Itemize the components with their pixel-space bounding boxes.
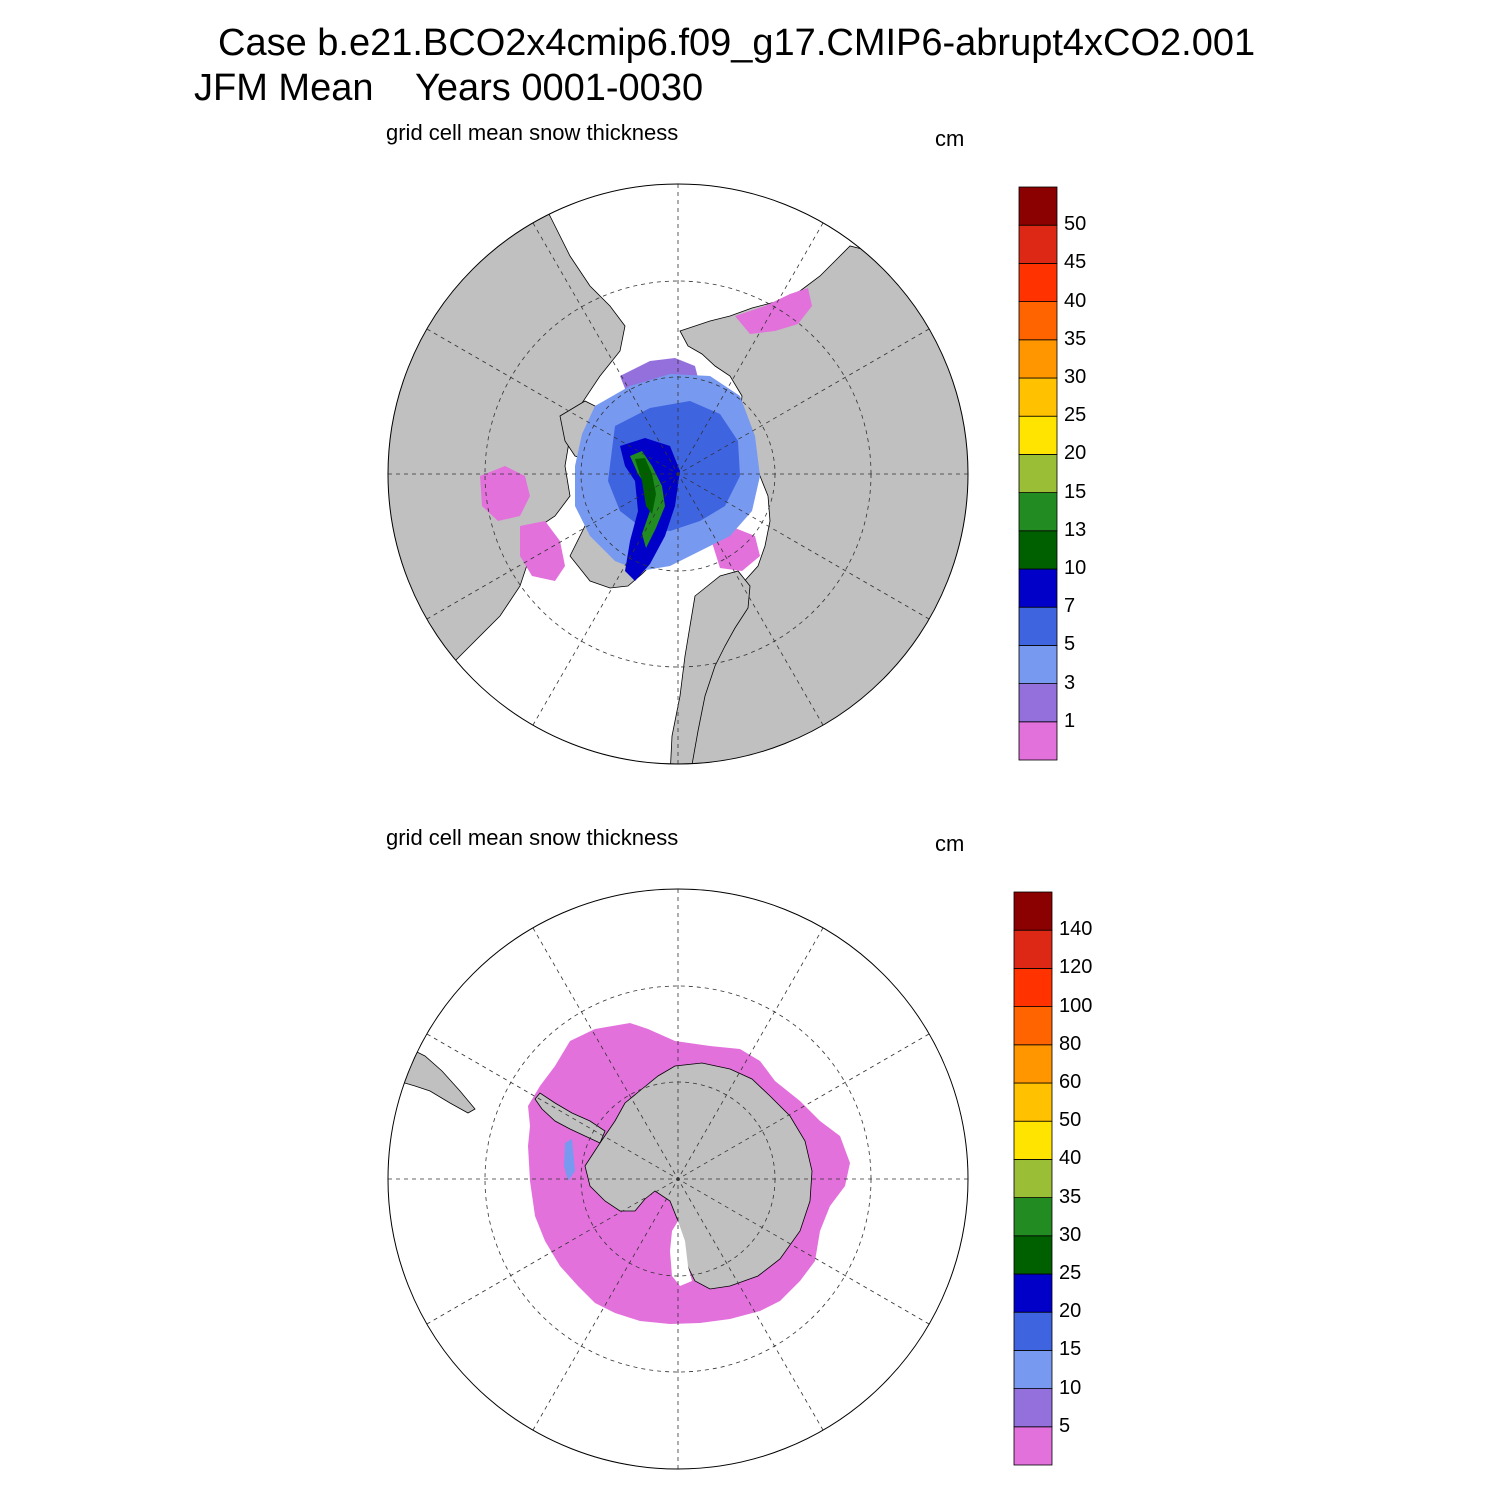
arctic-colorbar-swatch bbox=[1018, 644, 1058, 684]
antarctic-colorbar bbox=[1013, 891, 1053, 1466]
arctic-colorbar-swatch bbox=[1018, 492, 1058, 532]
arctic-colorbar-tick-label: 7 bbox=[1064, 595, 1076, 618]
arctic-colorbar-tick-label: 3 bbox=[1064, 671, 1076, 694]
antarctic-colorbar-swatch bbox=[1013, 1388, 1053, 1428]
antarctic-colorbar-swatch bbox=[1013, 1311, 1053, 1351]
arctic-snow-pink-okhotsk bbox=[735, 288, 812, 334]
antarctic-colorbar-swatch bbox=[1013, 1006, 1053, 1046]
antarctic-colorbar-tick-label: 40 bbox=[1059, 1147, 1082, 1170]
arctic-colorbar-tick-label: 25 bbox=[1064, 404, 1087, 427]
antarctic-colorbar-swatch bbox=[1013, 1273, 1053, 1313]
arctic-colorbar-tick-label: 20 bbox=[1064, 442, 1087, 465]
antarctic-colorbar-tick-label: 20 bbox=[1059, 1300, 1082, 1323]
arctic-colorbar-tick-label: 13 bbox=[1064, 518, 1087, 541]
arctic-colorbar-swatch bbox=[1018, 721, 1058, 761]
antarctic-ross-shelf-gap bbox=[670, 1221, 692, 1286]
antarctic-colorbar-tick-label: 30 bbox=[1059, 1223, 1082, 1246]
antarctic-colorbar-swatch bbox=[1013, 1235, 1053, 1275]
antarctic-colorbar-swatch bbox=[1013, 929, 1053, 969]
arctic-colorbar-swatch bbox=[1018, 186, 1058, 226]
arctic-graticule bbox=[388, 184, 968, 764]
arctic-colorbar-tick-label: 30 bbox=[1064, 366, 1087, 388]
antarctic-panel-title: grid cell mean snow thickness bbox=[386, 825, 679, 850]
arctic-map-border bbox=[387, 183, 969, 765]
arctic-snow-pink-hudson bbox=[480, 466, 530, 521]
arctic-panel-title: grid cell mean snow thickness bbox=[386, 120, 679, 145]
antarctic-colorbar-swatch bbox=[1013, 891, 1053, 931]
antarctic-colorbar-tick-label: 5 bbox=[1059, 1414, 1071, 1437]
arctic-colorbar-tick-label: 5 bbox=[1064, 633, 1076, 656]
antarctic-colorbar-swatch bbox=[1013, 1197, 1053, 1237]
arctic-colorbar-swatch bbox=[1018, 606, 1058, 646]
arctic-snow-green bbox=[630, 451, 665, 548]
arctic-snow-dark-green bbox=[635, 458, 656, 514]
arctic-colorbar-swatch bbox=[1018, 568, 1058, 608]
arctic-colorbar-tick-label: 10 bbox=[1064, 557, 1087, 579]
antarctic-colorbar-swatch bbox=[1013, 1082, 1053, 1122]
antarctic-colorbar-swatch bbox=[1013, 1120, 1053, 1160]
arctic-colorbar-tick-label: 15 bbox=[1064, 480, 1087, 503]
antarctic-colorbar-tick-label: 15 bbox=[1059, 1338, 1082, 1361]
arctic-snow-pink-baffin bbox=[520, 521, 565, 581]
arctic-colorbar-tick-label: 35 bbox=[1064, 327, 1087, 350]
antarctic-units-label: cm bbox=[935, 831, 965, 856]
antarctic-map-border bbox=[387, 888, 969, 1470]
arctic-colorbar-tick-label: 40 bbox=[1064, 289, 1087, 312]
antarctic-colorbar-swatch bbox=[1013, 1044, 1053, 1084]
antarctic-colorbar-tick-label: 140 bbox=[1059, 918, 1093, 941]
antarctic-colorbar-tick-label: 10 bbox=[1059, 1376, 1082, 1399]
arctic-colorbar bbox=[1018, 186, 1058, 761]
arctic-colorbar-swatch bbox=[1018, 224, 1058, 264]
arctic-colorbar-swatch bbox=[1018, 530, 1058, 570]
figure-title-line2: JFM Mean Years 0001-0030 bbox=[194, 67, 704, 109]
antarctic-graticule bbox=[388, 889, 968, 1469]
antarctic-snow-light-blue bbox=[564, 1139, 575, 1181]
antarctic-colorbar-tick-label: 60 bbox=[1059, 1071, 1082, 1093]
antarctic-colorbar-tick-label: 120 bbox=[1059, 956, 1093, 979]
arctic-colorbar-swatch bbox=[1018, 377, 1058, 417]
antarctic-map bbox=[387, 888, 969, 1470]
arctic-colorbar-swatch bbox=[1018, 453, 1058, 493]
antarctic-colorbar-tick-label: 35 bbox=[1059, 1185, 1082, 1208]
arctic-colorbar-swatch bbox=[1018, 339, 1058, 379]
arctic-map bbox=[387, 183, 969, 765]
antarctic-colorbar-swatch bbox=[1013, 968, 1053, 1008]
antarctic-colorbar-swatch bbox=[1013, 1349, 1053, 1389]
arctic-colorbar-swatch bbox=[1018, 301, 1058, 341]
figure-title-line1: Case b.e21.BCO2x4cmip6.f09_g17.CMIP6-abr… bbox=[218, 22, 1256, 64]
antarctic-land-peninsula bbox=[534, 1092, 606, 1144]
antarctic-colorbar-swatch bbox=[1013, 1158, 1053, 1198]
antarctic-colorbar-tick-label: 100 bbox=[1059, 994, 1093, 1017]
arctic-units-label: cm bbox=[935, 126, 965, 151]
arctic-colorbar-swatch bbox=[1018, 683, 1058, 723]
arctic-colorbar-tick-label: 1 bbox=[1064, 709, 1076, 732]
arctic-colorbar-tick-label: 50 bbox=[1064, 213, 1087, 236]
arctic-colorbar-tick-label: 45 bbox=[1064, 251, 1087, 274]
antarctic-colorbar-tick-label: 50 bbox=[1059, 1109, 1082, 1132]
antarctic-land-antarctica bbox=[584, 1062, 813, 1290]
antarctic-snow-pink-weddell bbox=[555, 1039, 632, 1123]
arctic-colorbar-swatch bbox=[1018, 415, 1058, 455]
antarctic-colorbar-tick-label: 80 bbox=[1059, 1032, 1082, 1055]
arctic-land-europe bbox=[669, 570, 751, 764]
antarctic-colorbar-swatch bbox=[1013, 1426, 1053, 1466]
antarctic-colorbar-tick-label: 25 bbox=[1059, 1262, 1082, 1284]
arctic-colorbar-swatch bbox=[1018, 263, 1058, 303]
